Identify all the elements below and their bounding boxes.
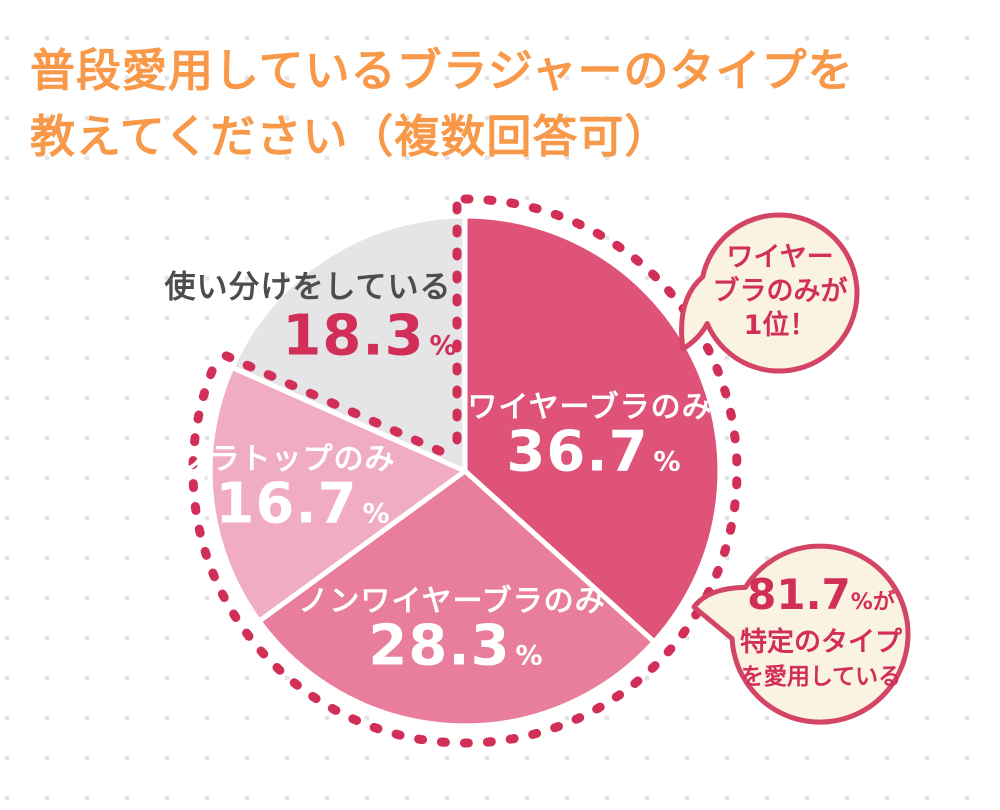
slice-value-bra-top: 16.7% [215, 472, 390, 537]
slice-value-number: 28.3 [368, 613, 511, 679]
slice-value-number: 16.7 [215, 471, 358, 537]
percent-sign: % [362, 498, 391, 530]
page-title: 普段愛用しているブラジャーのタイプを 教えてください（複数回答可） [30, 38, 854, 170]
pie-slice-non-wire-bra [256, 468, 657, 729]
speech-bubble-top [679, 212, 860, 374]
slice-value-number: 18.3 [282, 303, 425, 369]
pie-slice-mixed-use [229, 213, 468, 474]
bubble-bottom-line-2: 特定のタイプ [740, 627, 902, 658]
slice-value-wire-bra: 36.7% [506, 420, 681, 485]
bubble-top-line-1: ワイヤー [726, 242, 834, 273]
bubble-bottom-big-number: 81.7 [747, 570, 851, 619]
bubble-top-line-2: ブラのみが [712, 276, 848, 307]
slice-label-wire-bra: ワイヤーブラのみ [467, 390, 713, 425]
bubble-bottom-line-3: を愛用している [740, 664, 902, 690]
bubble-bottom-big-suffix: %が [850, 590, 895, 615]
pie-slice-wire-bra [462, 213, 723, 645]
percent-sign: % [515, 640, 544, 672]
slice-value-number: 36.7 [506, 419, 649, 485]
pie-slice-bra-top [207, 364, 468, 624]
highlight-dashed-arc [188, 194, 742, 748]
bubble-top-line-3: 1位！ [743, 310, 817, 341]
title-line-2: 教えてください（複数回答可） [30, 110, 671, 163]
slice-label-mixed-use: 使い分けをしている [164, 269, 452, 306]
highlight-dashed-divider-left [221, 351, 450, 458]
slice-label-non-wire-bra: ノンワイヤーブラのみ [298, 584, 606, 619]
slice-label-bra-top: ブラトップのみ [178, 442, 396, 477]
speech-bubble-top-text: ワイヤー ブラのみが 1位！ [713, 241, 848, 343]
percent-sign: % [429, 330, 458, 362]
speech-bubble-bottom-text: 81.7%が 特定のタイプ を愛用している [740, 573, 902, 693]
title-line-1: 普段愛用しているブラジャーのタイプを [30, 44, 854, 97]
percent-sign: % [653, 446, 682, 478]
slice-value-non-wire-bra: 28.3% [368, 614, 543, 679]
speech-bubble-bottom [691, 543, 911, 725]
slice-value-mixed-use: 18.3% [282, 304, 457, 369]
bubble-bottom-line-1: 81.7%が [740, 573, 902, 625]
